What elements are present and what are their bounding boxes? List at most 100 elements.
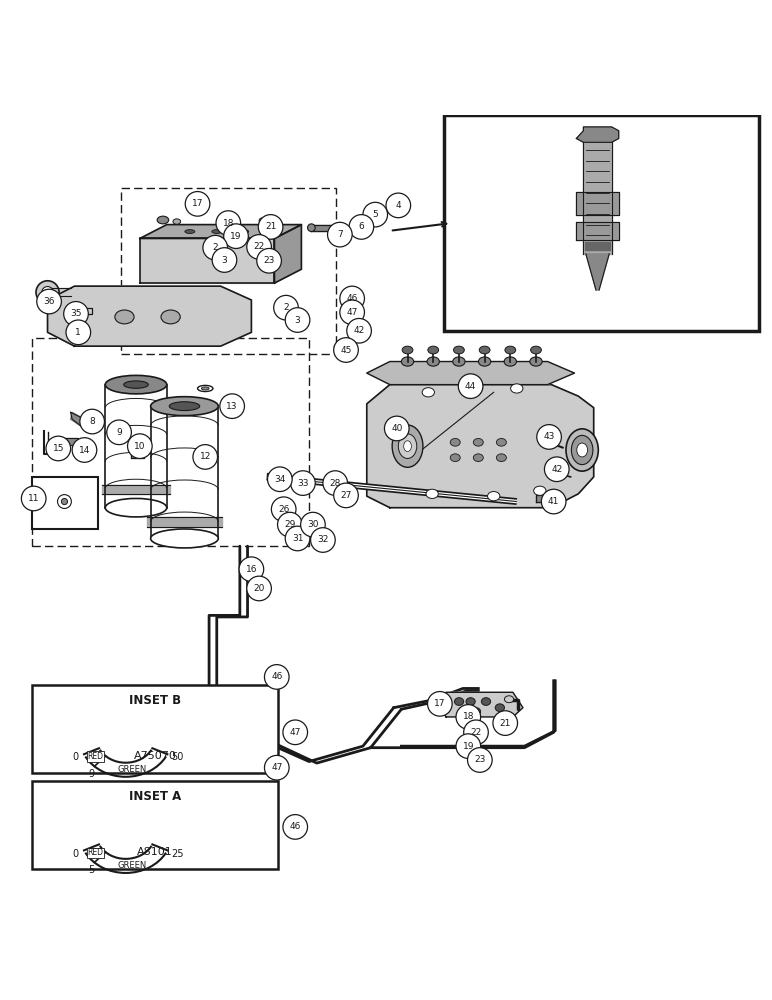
Ellipse shape (427, 357, 439, 366)
Ellipse shape (450, 454, 460, 462)
Circle shape (334, 338, 358, 362)
Text: 19: 19 (462, 742, 474, 751)
Circle shape (224, 224, 249, 248)
Circle shape (127, 434, 152, 458)
Ellipse shape (543, 431, 558, 443)
Polygon shape (140, 225, 301, 238)
Text: INSET B: INSET B (129, 694, 181, 707)
Ellipse shape (283, 520, 292, 526)
Ellipse shape (338, 489, 350, 498)
Bar (444, 115, 759, 331)
Ellipse shape (504, 357, 516, 366)
Circle shape (22, 486, 46, 511)
Ellipse shape (359, 221, 364, 225)
Circle shape (285, 308, 310, 332)
Ellipse shape (275, 504, 285, 511)
Ellipse shape (36, 281, 59, 304)
Ellipse shape (571, 435, 593, 465)
Circle shape (272, 497, 296, 522)
Ellipse shape (347, 292, 363, 304)
Ellipse shape (279, 302, 286, 308)
Polygon shape (367, 362, 574, 385)
Text: 2: 2 (283, 303, 289, 312)
Polygon shape (311, 225, 340, 231)
Polygon shape (151, 406, 218, 538)
Text: 23: 23 (474, 755, 486, 764)
Text: A8101: A8101 (137, 847, 173, 857)
Polygon shape (105, 385, 167, 508)
Ellipse shape (62, 498, 67, 505)
Polygon shape (367, 209, 384, 215)
Ellipse shape (355, 219, 367, 227)
Ellipse shape (533, 486, 546, 495)
Text: 8: 8 (90, 417, 95, 426)
Ellipse shape (472, 708, 481, 715)
Ellipse shape (577, 443, 587, 457)
Text: 22: 22 (470, 728, 482, 737)
Circle shape (216, 211, 241, 235)
Text: 47: 47 (347, 308, 358, 317)
Polygon shape (585, 242, 610, 250)
Text: 44: 44 (465, 382, 476, 391)
Ellipse shape (398, 434, 417, 458)
Ellipse shape (290, 535, 300, 542)
Circle shape (193, 445, 218, 469)
Ellipse shape (58, 495, 71, 508)
Circle shape (66, 320, 90, 345)
Circle shape (468, 748, 493, 772)
Text: GREEN: GREEN (118, 765, 147, 774)
Polygon shape (70, 412, 84, 427)
Ellipse shape (252, 242, 259, 248)
Circle shape (37, 289, 62, 314)
Bar (32, 477, 97, 529)
Text: 27: 27 (340, 491, 352, 500)
Ellipse shape (392, 425, 423, 467)
Ellipse shape (236, 232, 244, 238)
Circle shape (456, 734, 481, 758)
Ellipse shape (225, 216, 232, 222)
Text: 2: 2 (212, 243, 218, 252)
Ellipse shape (259, 218, 267, 224)
Text: INSET A: INSET A (129, 790, 181, 803)
Ellipse shape (495, 704, 504, 712)
Circle shape (428, 692, 452, 716)
Ellipse shape (479, 346, 490, 354)
Ellipse shape (566, 429, 598, 471)
Circle shape (363, 202, 388, 227)
Ellipse shape (496, 438, 506, 446)
Ellipse shape (157, 216, 169, 224)
Ellipse shape (466, 698, 476, 705)
Text: 3: 3 (295, 316, 300, 325)
Text: 28: 28 (330, 479, 341, 488)
Ellipse shape (488, 492, 499, 501)
Ellipse shape (496, 454, 506, 462)
Circle shape (464, 720, 489, 745)
Bar (32, 781, 279, 869)
Circle shape (327, 222, 352, 247)
Ellipse shape (266, 230, 276, 233)
Ellipse shape (455, 698, 464, 705)
Circle shape (247, 576, 272, 601)
Circle shape (64, 302, 88, 326)
Text: 43: 43 (543, 432, 555, 441)
Ellipse shape (173, 219, 181, 224)
Circle shape (265, 755, 289, 780)
Polygon shape (48, 286, 252, 346)
Text: 46: 46 (271, 672, 283, 681)
Circle shape (456, 705, 481, 729)
Ellipse shape (351, 295, 359, 300)
Ellipse shape (505, 346, 516, 354)
Ellipse shape (530, 357, 542, 366)
Text: 34: 34 (274, 475, 286, 484)
Ellipse shape (201, 387, 209, 390)
Circle shape (259, 215, 283, 239)
Circle shape (290, 471, 315, 495)
Polygon shape (102, 485, 170, 494)
Polygon shape (583, 142, 612, 254)
Polygon shape (367, 385, 594, 508)
Ellipse shape (151, 397, 218, 416)
Ellipse shape (296, 478, 306, 486)
Text: 47: 47 (290, 728, 301, 737)
Text: 21: 21 (499, 719, 511, 728)
Circle shape (493, 711, 517, 735)
